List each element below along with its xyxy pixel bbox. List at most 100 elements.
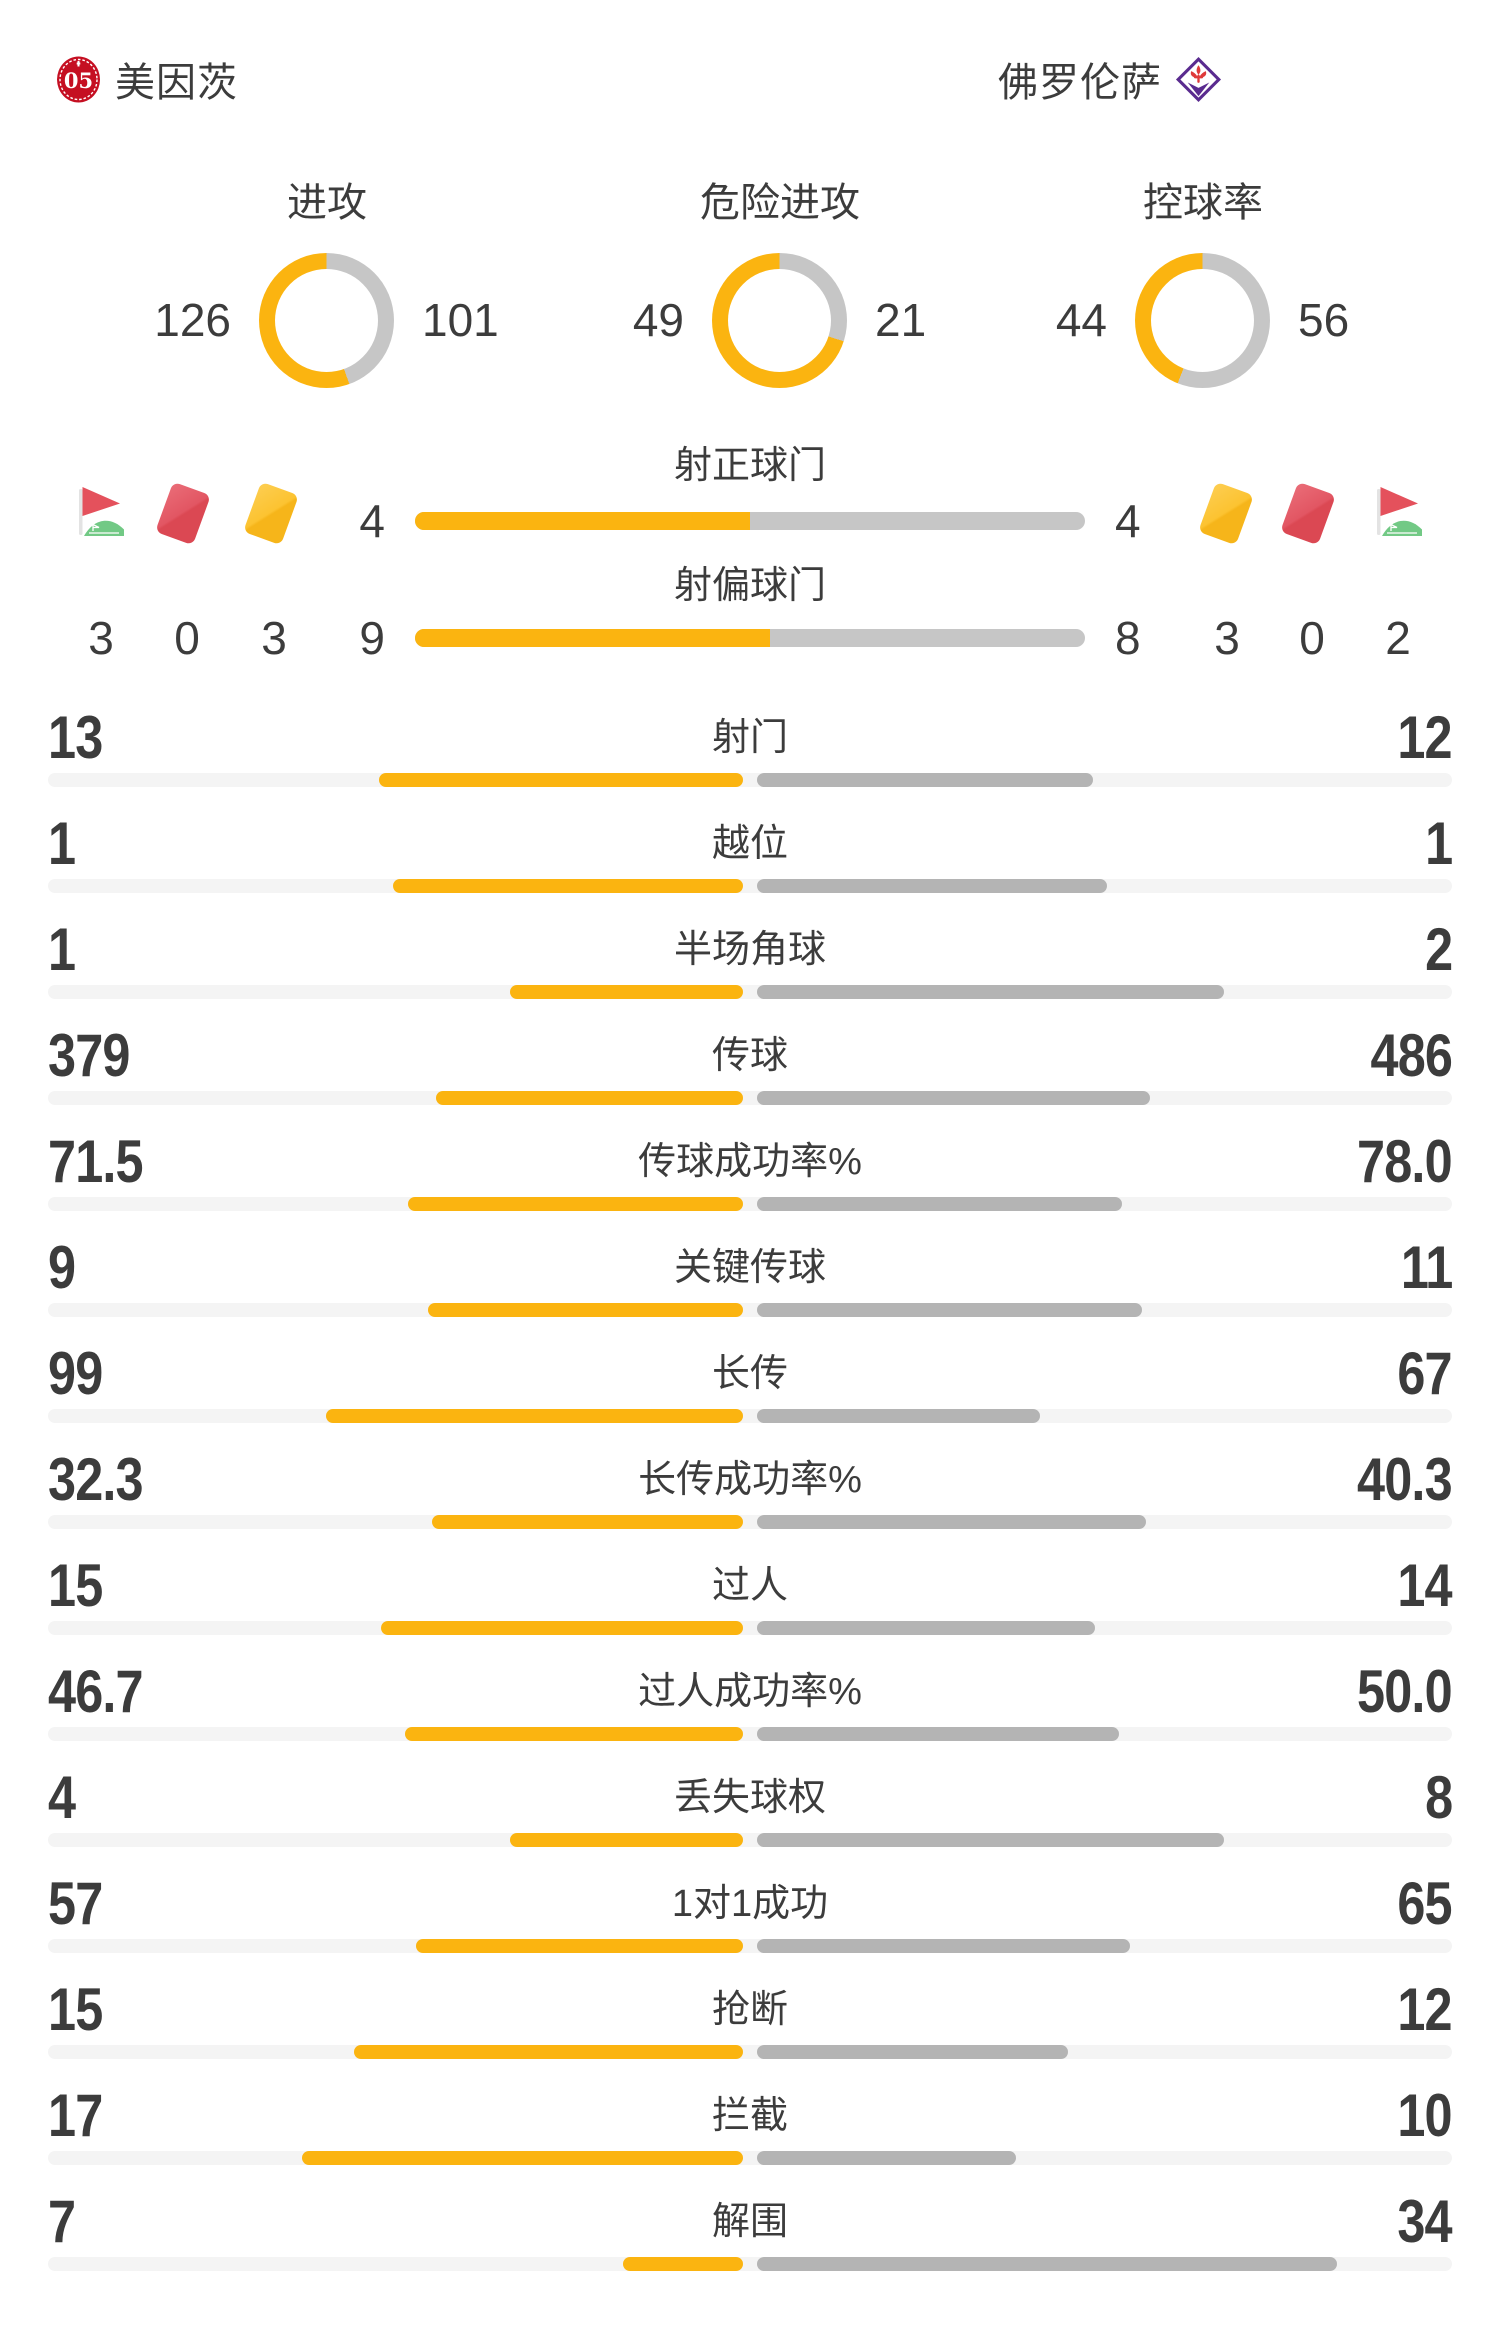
possession-away-value: 56 xyxy=(1298,294,1350,346)
stat-row-text: 13 射门 12 xyxy=(48,704,1453,771)
away-value: 40.3 xyxy=(1357,1446,1453,1513)
home-bar xyxy=(428,1303,743,1317)
away-value: 67 xyxy=(1397,1340,1453,1407)
stat-label: 过人成功率% xyxy=(638,1671,862,1713)
shots-on-target-label: 射正球门 xyxy=(673,445,826,487)
home-bar xyxy=(623,2257,743,2271)
away-bar xyxy=(757,1833,1224,1847)
stat-row: 32.3 长传成功率% 40.3 xyxy=(0,1432,1500,1538)
bar-track xyxy=(48,1197,1452,1211)
dangerous-attacks-away-value: 21 xyxy=(875,294,927,346)
stat-row: 1 越位 1 xyxy=(0,796,1500,902)
donut-title-dangerous-attacks: 危险进攻 xyxy=(700,181,860,225)
home-red-cards-value: 0 xyxy=(174,612,200,664)
stat-row: 99 长传 67 xyxy=(0,1326,1500,1432)
bar-track xyxy=(48,1939,1452,1953)
home-value: 7 xyxy=(48,2188,76,2255)
stat-row-text: 4 丢失球权 8 xyxy=(48,1764,1453,1831)
bar-track xyxy=(48,1409,1452,1423)
away-value: 78.0 xyxy=(1357,1128,1453,1195)
home-bar xyxy=(393,879,743,893)
stat-label: 越位 xyxy=(711,823,788,865)
away-bar xyxy=(757,985,1224,999)
shots-off-target-home-value: 9 xyxy=(359,612,385,664)
stat-row: 71.5 传球成功率% 78.0 xyxy=(0,1114,1500,1220)
shots-off-target-label: 射偏球门 xyxy=(673,565,826,607)
away-value: 11 xyxy=(1400,1234,1452,1301)
mainz-crest-icon: 05 xyxy=(57,56,100,102)
stat-row-text: 15 过人 14 xyxy=(48,1552,1453,1619)
stat-row: 46.7 过人成功率% 50.0 xyxy=(0,1644,1500,1750)
shots-off-target-bar xyxy=(415,629,1085,647)
possession-donut-chart xyxy=(1135,253,1270,388)
home-bar xyxy=(432,1515,743,1529)
away-corner-flag-icon xyxy=(1377,487,1422,536)
away-bar xyxy=(757,1197,1122,1211)
stat-label: 解围 xyxy=(711,2201,788,2243)
shots-on-target-away-value: 4 xyxy=(1115,495,1141,547)
away-value: 8 xyxy=(1424,1764,1453,1831)
stat-row-text: 71.5 传球成功率% 78.0 xyxy=(48,1128,1453,1195)
away-bar xyxy=(757,1939,1130,1953)
bar-track xyxy=(48,1091,1452,1105)
bar-track xyxy=(48,2257,1452,2271)
home-value: 46.7 xyxy=(48,1658,144,1725)
shots-off-target-away-value: 8 xyxy=(1115,612,1141,664)
home-bar xyxy=(510,985,743,999)
away-value: 34 xyxy=(1397,2188,1453,2255)
shots-on-target-bar xyxy=(415,512,1085,530)
away-value: 1 xyxy=(1424,810,1453,877)
away-bar xyxy=(757,2151,1016,2165)
attacks-home-value: 126 xyxy=(154,294,231,346)
stat-label: 丢失球权 xyxy=(673,1777,826,1819)
home-corners-value: 3 xyxy=(88,612,114,664)
home-value: 9 xyxy=(48,1234,76,1301)
bar-track xyxy=(48,773,1452,787)
away-corners-value: 2 xyxy=(1385,612,1411,664)
away-bar xyxy=(757,1303,1142,1317)
away-value: 12 xyxy=(1397,704,1453,771)
stat-row: 15 过人 14 xyxy=(0,1538,1500,1644)
home-corner-flag-icon xyxy=(79,487,124,536)
stat-row-text: 46.7 过人成功率% 50.0 xyxy=(48,1658,1453,1725)
stat-row: 17 拦截 10 xyxy=(0,2068,1500,2174)
away-team-name: 佛罗伦萨 xyxy=(998,61,1162,105)
stat-row: 7 解围 34 xyxy=(0,2174,1500,2280)
home-value: 71.5 xyxy=(48,1128,144,1195)
away-value: 14 xyxy=(1397,1552,1453,1619)
away-value: 65 xyxy=(1397,1870,1453,1937)
home-bar xyxy=(510,1833,743,1847)
stat-row: 9 关键传球 11 xyxy=(0,1220,1500,1326)
stat-label: 传球 xyxy=(711,1035,788,1077)
donut-title-attacks: 进攻 xyxy=(287,181,367,225)
home-value: 379 xyxy=(48,1022,130,1089)
bar-track xyxy=(48,1727,1452,1741)
home-bar xyxy=(436,1091,743,1105)
home-bar xyxy=(302,2151,743,2165)
stat-row-text: 15 抢断 12 xyxy=(48,1980,1453,2040)
bar-track xyxy=(48,1515,1452,1529)
shots-on-target-home-value: 4 xyxy=(359,495,385,547)
stat-row-text: 57 1对1成功 65 xyxy=(48,1870,1453,1937)
stat-label: 半场角球 xyxy=(673,929,826,971)
stat-row: 4 丢失球权 8 xyxy=(0,1750,1500,1856)
away-bar xyxy=(757,1621,1095,1635)
shots-off-target-home-bar xyxy=(415,629,770,647)
dangerous-attacks-home-value: 49 xyxy=(632,294,684,346)
home-team-name: 美因茨 xyxy=(115,61,238,105)
possession-home-value: 44 xyxy=(1055,294,1107,346)
stat-row-text: 32.3 长传成功率% 40.3 xyxy=(48,1446,1453,1513)
bar-track xyxy=(48,879,1452,893)
home-value: 17 xyxy=(48,2082,103,2149)
home-value: 1 xyxy=(48,810,76,877)
stat-row-text: 9 关键传球 11 xyxy=(48,1234,1453,1301)
stat-label: 抢断 xyxy=(711,1989,788,2031)
home-value: 4 xyxy=(48,1764,76,1831)
home-value: 32.3 xyxy=(48,1446,144,1513)
away-bar xyxy=(757,2045,1068,2059)
stat-row: 57 1对1成功 65 xyxy=(0,1856,1500,1962)
home-bar xyxy=(405,1727,743,1741)
stat-label: 射门 xyxy=(711,717,788,759)
stat-row-text: 99 长传 67 xyxy=(48,1340,1453,1407)
home-red-card-icon xyxy=(155,481,211,546)
